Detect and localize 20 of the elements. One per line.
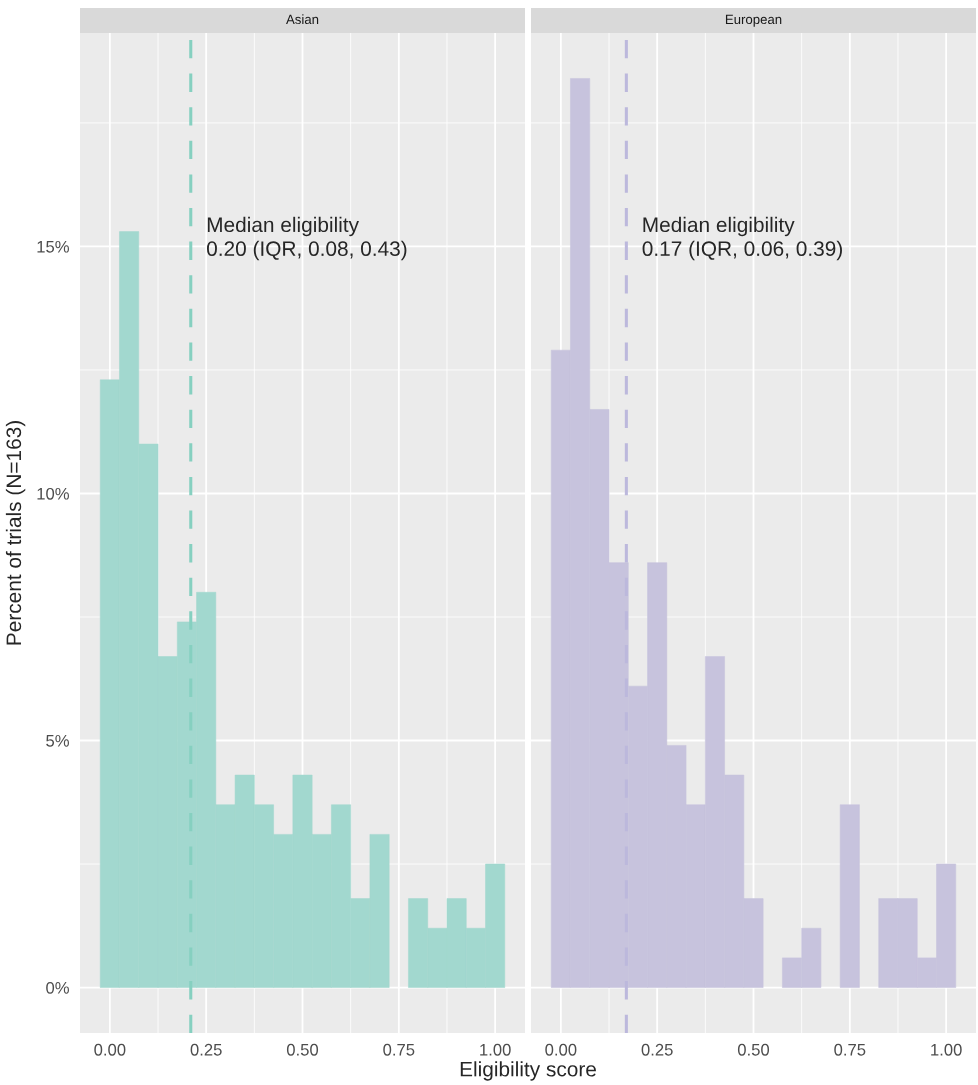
y-axis-title: Percent of trials (N=163) [5,421,26,645]
x-tick-label: 0.25 [190,1043,222,1056]
x-axis-title: Eligibility score [460,1061,596,1081]
chart-title: European [725,14,782,27]
x-tick-label: 1.00 [480,1043,511,1056]
x-tick-label: 1.00 [931,1043,962,1056]
x-tick-label: 0.25 [641,1043,673,1056]
y-tick-label: 5% [46,734,69,747]
x-tick-label: 0.75 [834,1043,866,1056]
chart-title: Asian [286,14,319,25]
x-tick-label: 0.50 [286,1043,319,1056]
x-tick-label: 0.00 [545,1043,577,1056]
ref-line-label: Median eligibility 0.20 (IQR, 0.08, 0.43) [206,216,407,261]
ref-line-label: Median eligibility 0.17 (IQR, 0.06, 0.39) [642,216,842,261]
x-tick-label: 0.75 [383,1043,415,1056]
y-tick-label: 0% [46,981,69,994]
y-tick-label: 10% [37,487,69,500]
x-tick-label: 0.50 [737,1043,770,1056]
y-tick-label: 15% [37,240,69,253]
x-tick-label: 0.00 [94,1043,126,1056]
